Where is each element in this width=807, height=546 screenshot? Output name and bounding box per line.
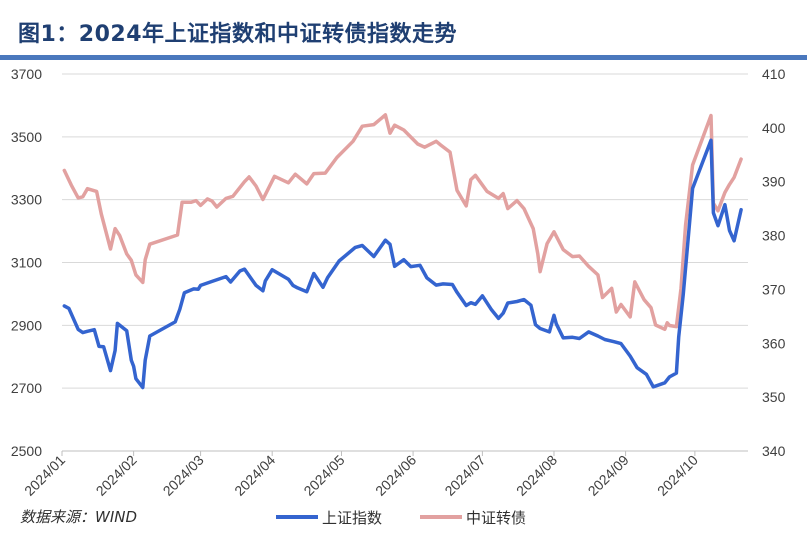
x-tick-label: 2024/03 — [160, 452, 207, 499]
chart-title: 图1：2024年上证指数和中证转债指数走势 — [18, 22, 458, 47]
right-tick-label: 370 — [762, 281, 786, 297]
x-axis-tick-labels: 2024/01 2024/02 2024/03 2024/04 2024/05 2024/… — [21, 451, 701, 499]
x-tick-label: 2024/09 — [585, 452, 632, 499]
series-lines — [62, 113, 743, 390]
right-tick-label: 390 — [762, 174, 786, 190]
x-tick-label: 2024/02 — [93, 452, 140, 499]
right-axis-tick-labels: 340 350 360 370 380 390 400 410 — [762, 66, 786, 459]
left-tick-label: 3700 — [11, 66, 42, 82]
series-line-sse — [62, 138, 743, 390]
series-line-cb — [62, 113, 743, 332]
legend-label-sse: 上证指数 — [322, 509, 382, 527]
left-tick-label: 2500 — [11, 443, 42, 459]
right-tick-label: 350 — [762, 389, 786, 405]
legend: 上证指数 中证转债 — [276, 509, 526, 527]
legend-label-cb: 中证转债 — [466, 509, 526, 527]
title-rule — [0, 55, 807, 60]
left-tick-label: 3100 — [11, 255, 42, 271]
right-tick-label: 400 — [762, 120, 786, 136]
right-tick-label: 380 — [762, 228, 786, 244]
left-tick-label: 2700 — [11, 380, 42, 396]
x-tick-label: 2024/08 — [513, 452, 560, 499]
right-tick-label: 410 — [762, 66, 786, 82]
right-tick-label: 360 — [762, 335, 786, 351]
right-tick-label: 340 — [762, 443, 786, 459]
left-axis-tick-labels: 2500 2700 2900 3100 3300 3500 3700 — [11, 66, 42, 459]
x-tick-label: 2024/04 — [231, 452, 278, 499]
left-tick-label: 3300 — [11, 192, 42, 208]
left-tick-label: 3500 — [11, 129, 42, 145]
x-tick-label: 2024/06 — [372, 452, 419, 499]
source-note: 数据来源：WIND — [20, 508, 138, 526]
x-tick-label: 2024/05 — [301, 452, 348, 499]
grid-lines — [62, 73, 748, 452]
left-tick-label: 2900 — [11, 317, 42, 333]
x-tick-label: 2024/07 — [441, 452, 488, 499]
x-tick-label: 2024/10 — [654, 452, 701, 499]
